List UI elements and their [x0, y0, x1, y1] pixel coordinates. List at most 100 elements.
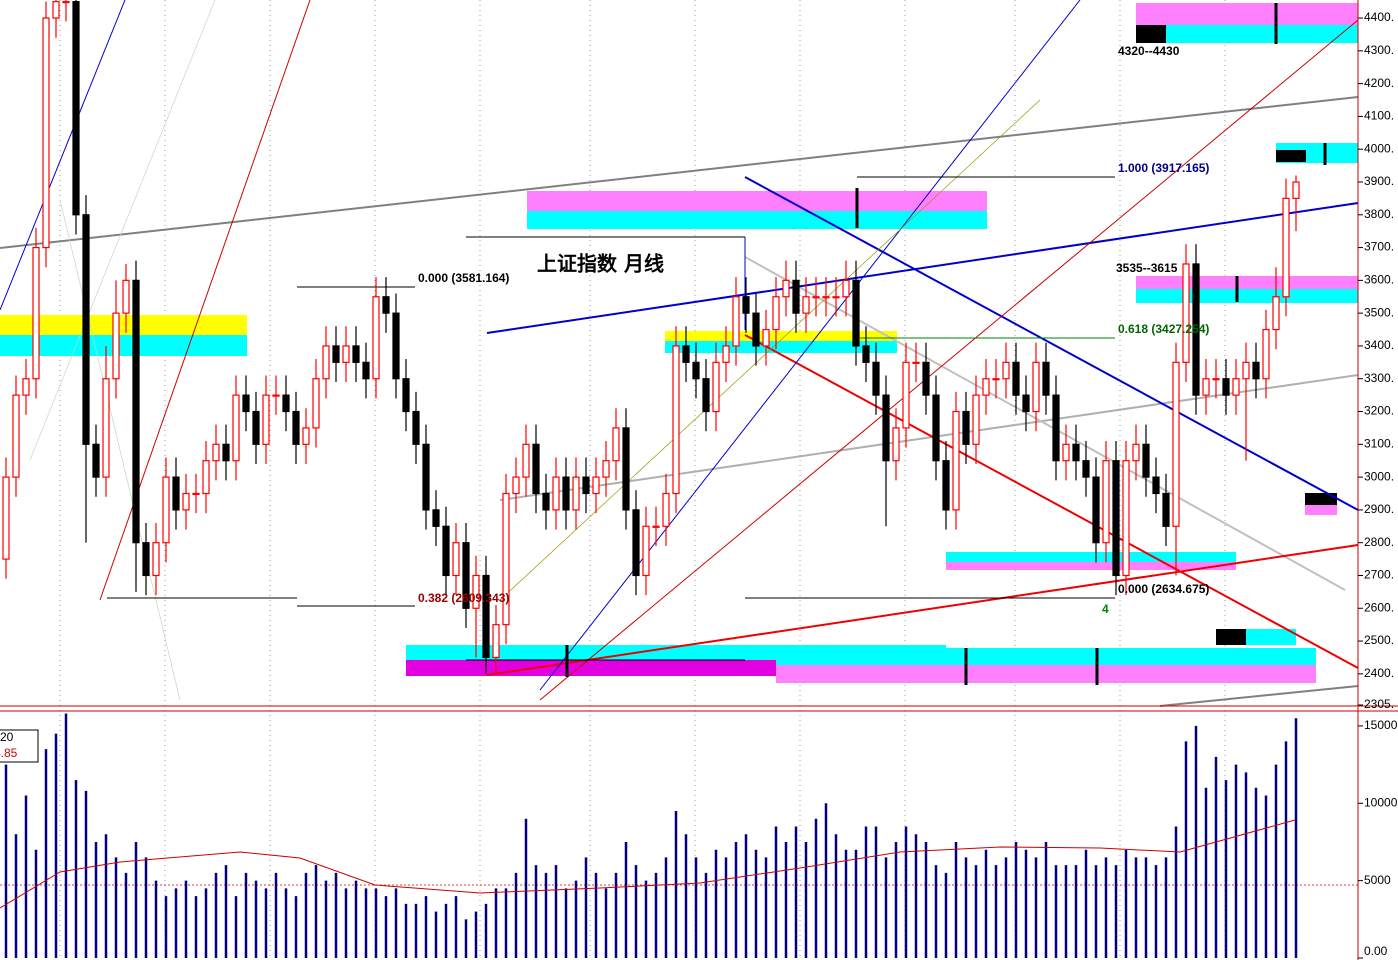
- volume-tick-label: 10000: [1364, 795, 1398, 809]
- candle-body: [962, 410, 970, 445]
- candle-body: [1292, 181, 1300, 199]
- candle-body: [922, 361, 930, 396]
- candle-body: [172, 476, 180, 511]
- y-tick-label: 4200.: [1364, 76, 1394, 90]
- candle-body: [1072, 443, 1080, 462]
- candle-body: [1002, 361, 1010, 380]
- candle-body: [832, 296, 840, 299]
- y-tick-label: 4100.: [1364, 109, 1394, 123]
- candle-body: [42, 17, 50, 249]
- y-tick-label: 4400.: [1364, 10, 1394, 24]
- annotation: 4320--4430: [1118, 44, 1180, 58]
- candle-body: [492, 624, 500, 659]
- candle-body: [1262, 328, 1270, 380]
- y-tick-label: 2700.: [1364, 568, 1394, 582]
- candle-body: [452, 542, 460, 577]
- candle-body: [792, 279, 800, 314]
- candle-body: [882, 394, 890, 462]
- annotation: 3535--3615: [1116, 261, 1178, 275]
- candle-body: [1222, 378, 1230, 396]
- candle-body: [92, 443, 100, 478]
- candle-body: [312, 378, 320, 429]
- y-tick-label: 2500.: [1364, 633, 1394, 647]
- candle-body: [222, 443, 230, 462]
- candle-body: [212, 443, 220, 462]
- candle-body: [822, 296, 830, 299]
- candle-body: [1012, 361, 1020, 396]
- candle-body: [992, 378, 1000, 381]
- candle-body: [162, 476, 170, 544]
- candle-body: [552, 476, 560, 511]
- candle-body: [22, 378, 30, 396]
- volume-average: [0, 819, 1296, 909]
- candle-body: [1282, 197, 1290, 298]
- volume-tick-label: 5000: [1364, 873, 1391, 887]
- candle-body: [1062, 443, 1070, 462]
- candle-body: [742, 296, 750, 314]
- candle-body: [112, 312, 120, 380]
- candle-body: [812, 296, 820, 299]
- candle-body: [712, 361, 720, 413]
- annotation: 0.000 (3581.164): [418, 271, 509, 285]
- candle-body: [242, 394, 250, 413]
- y-tick-label: 3700.: [1364, 240, 1394, 254]
- candle-body: [782, 279, 790, 298]
- y-tick-label: 3200.: [1364, 404, 1394, 418]
- candle-body: [272, 394, 280, 397]
- candle-body: [572, 476, 580, 511]
- candle-body: [462, 542, 470, 609]
- candle-body: [1042, 361, 1050, 396]
- candle-body: [202, 460, 210, 495]
- annotation: 1.000 (3917.165): [1118, 161, 1209, 175]
- y-tick-label: 2900.: [1364, 502, 1394, 516]
- candle-body: [102, 378, 110, 478]
- candle-body: [292, 410, 300, 445]
- volume-tick-label: 0.00: [1364, 944, 1388, 958]
- y-tick-label: 3400.: [1364, 338, 1394, 352]
- candle-body: [802, 296, 810, 314]
- candle-body: [1122, 460, 1130, 577]
- candle-body: [372, 296, 380, 380]
- candle-body: [362, 361, 370, 380]
- candle-body: [892, 427, 900, 462]
- candle-body: [662, 492, 670, 527]
- candle-body: [12, 394, 20, 478]
- candle-body: [842, 279, 850, 298]
- candle-body: [622, 427, 630, 511]
- candle-body: [982, 378, 990, 396]
- candle-body: [1102, 460, 1110, 544]
- candle-body: [1152, 476, 1160, 495]
- legend-box: [0, 729, 39, 763]
- candle-body: [732, 296, 740, 347]
- y-tick-label: 2305.: [1364, 697, 1394, 711]
- candle-body: [592, 476, 600, 495]
- candle-body: [262, 394, 270, 445]
- candle-body: [1172, 361, 1180, 527]
- candle-body: [142, 542, 150, 577]
- candle-body: [132, 279, 140, 544]
- candle-body: [382, 296, 390, 314]
- candle-body: [422, 443, 430, 511]
- candle-body: [342, 345, 350, 363]
- candle-body: [412, 410, 420, 445]
- y-tick-label: 4300.: [1364, 43, 1394, 57]
- candle-body: [322, 345, 330, 380]
- candle-body: [532, 443, 540, 495]
- candle-body: [2, 476, 10, 560]
- candle-body: [52, 1, 60, 19]
- candle-body: [1252, 361, 1260, 380]
- candle-body: [602, 460, 610, 478]
- candle-body: [612, 427, 620, 462]
- candle-body: [192, 492, 200, 496]
- candle-body: [332, 345, 340, 363]
- y-tick-label: 2600.: [1364, 600, 1394, 614]
- candle-body: [652, 525, 660, 528]
- y-tick-label: 3900.: [1364, 174, 1394, 188]
- candle-body: [722, 345, 730, 363]
- candle-body: [1092, 476, 1100, 544]
- candle-body: [682, 345, 690, 363]
- candle-body: [182, 492, 190, 511]
- candle-body: [302, 427, 310, 445]
- annotation: 0.000 (2634.675): [1118, 582, 1209, 596]
- legend-text: 4.85: [0, 746, 18, 760]
